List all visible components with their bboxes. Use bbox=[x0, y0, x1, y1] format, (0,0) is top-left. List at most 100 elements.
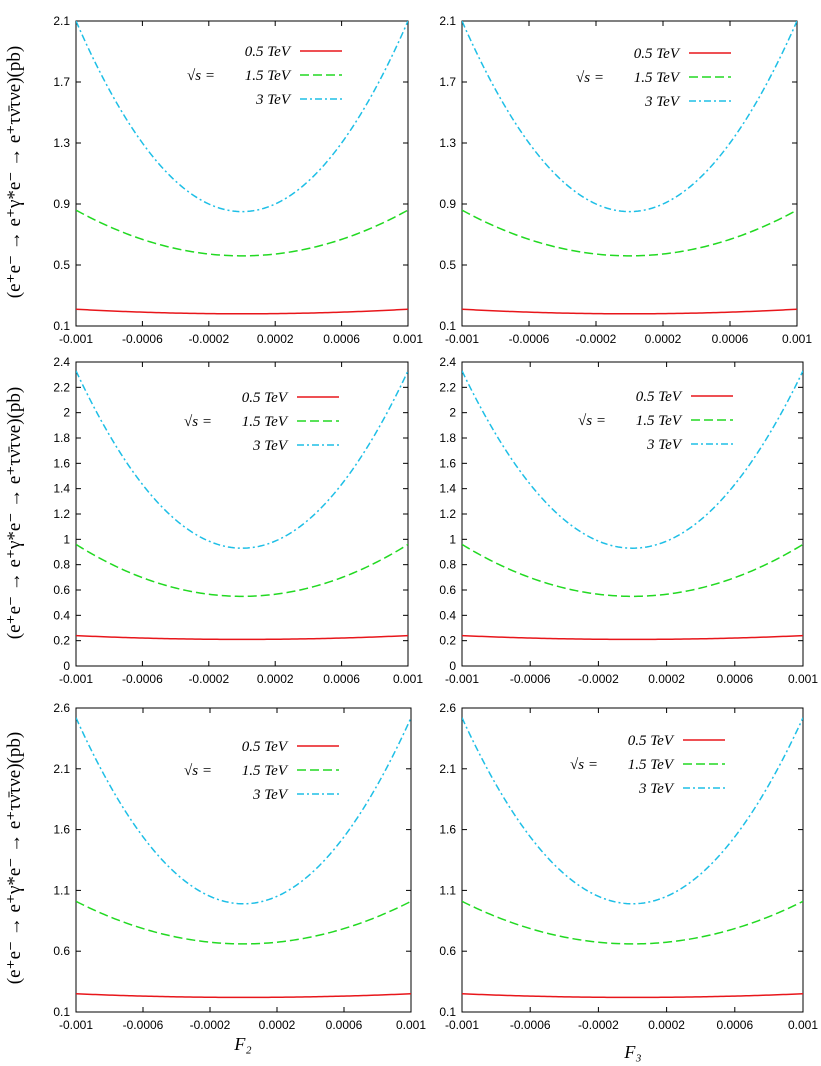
x-tick-label: -0.0006 bbox=[123, 1018, 164, 1032]
y-tick-label: 0.2 bbox=[53, 634, 70, 648]
y-axis-label-row2: (e⁺e⁻ → e⁺γ*e⁻ → e⁺τν̄τνe)(pb) bbox=[4, 387, 25, 639]
y-tick-label: 1.6 bbox=[439, 823, 456, 837]
y-tick-label: 2.1 bbox=[53, 14, 70, 28]
legend-label: 0.5 TeV bbox=[242, 390, 289, 406]
x-tick-label: -0.001 bbox=[445, 672, 479, 686]
y-tick-label: 2.1 bbox=[439, 14, 456, 28]
series-line-0-5-tev bbox=[462, 634, 803, 641]
x-tick-label: 0.001 bbox=[782, 332, 812, 346]
panel-row3-right: -0.001 -0.0006 -0.0002 0.0002 0.0006 0.001 0.1… bbox=[439, 701, 818, 1032]
x-axis-label-f2: F₂ bbox=[233, 1034, 251, 1054]
legend-label: 3 TeV bbox=[255, 92, 292, 108]
y-tick-label: 0.1 bbox=[439, 1005, 456, 1019]
y-tick-label: 0.1 bbox=[439, 319, 456, 333]
y-tick-label: 0.1 bbox=[53, 319, 70, 333]
x-tick-label: -0.0002 bbox=[190, 1018, 231, 1032]
y-tick-label: 0.8 bbox=[53, 558, 70, 572]
series-line-3-tev bbox=[462, 717, 803, 905]
x-tick-label: 0.0002 bbox=[257, 332, 294, 346]
x-tick-label: 0.0002 bbox=[648, 1018, 685, 1032]
y-tick-label: 1.2 bbox=[439, 507, 456, 521]
y-axis-label-row3: (e⁺e⁻ → e⁺γ*e⁻ → e⁺τν̄τνe)(pb) bbox=[4, 732, 25, 984]
x-tick-label: 0.0002 bbox=[645, 332, 682, 346]
series-line-3-tev bbox=[76, 370, 408, 549]
legend-label: 3 TeV bbox=[646, 437, 683, 453]
y-tick-label: 2.6 bbox=[53, 701, 70, 715]
x-tick-label: 0.0006 bbox=[716, 1018, 753, 1032]
x-tick-label: -0.0006 bbox=[509, 332, 550, 346]
y-tick-label: 1.7 bbox=[53, 75, 70, 89]
y-tick-label: 1.6 bbox=[439, 456, 456, 470]
legend-label: 1.5 TeV bbox=[245, 68, 292, 84]
x-tick-label: -0.0006 bbox=[510, 1018, 551, 1032]
x-tick-label: -0.001 bbox=[59, 672, 93, 686]
legend-label: 3 TeV bbox=[638, 781, 675, 797]
legend: 0.5 TeV 1.5 TeV 3 TeV √s = bbox=[576, 46, 731, 110]
y-tick-label: 0.2 bbox=[439, 634, 456, 648]
x-tick-label: -0.0006 bbox=[122, 332, 163, 346]
y-tick-label: 0.8 bbox=[439, 558, 456, 572]
y-tick-label: 2.1 bbox=[439, 762, 456, 776]
x-tick-label: 0.001 bbox=[788, 1018, 818, 1032]
y-tick-label: 2.6 bbox=[439, 701, 456, 715]
legend-label: 0.5 TeV bbox=[636, 389, 683, 405]
series-line-1-5-tev bbox=[76, 209, 408, 257]
panel-row2-right: -0.001 -0.0006 -0.0002 0.0002 0.0006 0.001 0 0.… bbox=[439, 355, 818, 686]
legend-label: 3 TeV bbox=[644, 94, 681, 110]
x-tick-label: -0.0002 bbox=[188, 332, 229, 346]
y-tick-label: 0.6 bbox=[53, 944, 70, 958]
legend-label: 3 TeV bbox=[252, 787, 289, 803]
series-line-3-tev bbox=[462, 21, 797, 213]
x-tick-label: -0.001 bbox=[445, 1018, 479, 1032]
x-tick-label: 0.001 bbox=[393, 672, 423, 686]
y-tick-label: 0.9 bbox=[439, 197, 456, 211]
x-tick-label: -0.0006 bbox=[510, 672, 551, 686]
y-tick-label: 1.4 bbox=[53, 482, 70, 496]
panel-row1-left: -0.001 -0.0006 -0.0002 0.0002 0.0006 0.001 0.1… bbox=[53, 14, 423, 346]
legend-label: 1.5 TeV bbox=[242, 414, 289, 430]
x-tick-label: 0.0006 bbox=[323, 672, 360, 686]
series-line-0-5-tev bbox=[76, 993, 411, 999]
y-tick-label: 1.2 bbox=[53, 507, 70, 521]
y-tick-label: 2.2 bbox=[53, 380, 70, 394]
y-tick-label: 0 bbox=[449, 659, 456, 673]
y-tick-label: 1.7 bbox=[439, 75, 456, 89]
y-tick-label: 0.5 bbox=[53, 258, 70, 272]
series-line-0-5-tev bbox=[462, 993, 803, 999]
panel-row3-left: -0.001 -0.0006 -0.0002 0.0002 0.0006 0.001 0.1… bbox=[53, 701, 426, 1032]
y-tick-label: 0.6 bbox=[53, 583, 70, 597]
x-tick-label: 0.0002 bbox=[257, 672, 294, 686]
x-tick-label: 0.001 bbox=[788, 672, 818, 686]
y-tick-label: 0 bbox=[63, 659, 70, 673]
y-tick-label: 1.4 bbox=[439, 482, 456, 496]
y-tick-label: 2 bbox=[63, 406, 70, 420]
y-tick-label: 0.6 bbox=[439, 944, 456, 958]
legend-label: 0.5 TeV bbox=[242, 739, 289, 755]
x-tick-label: 0.0006 bbox=[716, 672, 753, 686]
y-tick-label: 1 bbox=[449, 532, 456, 546]
y-tick-label: 1 bbox=[63, 532, 70, 546]
series-line-0-5-tev bbox=[76, 634, 408, 641]
x-tick-label: -0.0002 bbox=[578, 672, 619, 686]
x-tick-label: 0.0002 bbox=[648, 672, 685, 686]
legend-label: 0.5 TeV bbox=[245, 44, 292, 60]
y-tick-label: 1.6 bbox=[53, 456, 70, 470]
plot-frame bbox=[461, 707, 804, 1013]
legend-sqrt-s-label: √s = bbox=[578, 413, 606, 429]
series-line-1-5-tev bbox=[462, 209, 797, 257]
legend-label: 1.5 TeV bbox=[242, 763, 289, 779]
y-tick-label: 0.9 bbox=[53, 197, 70, 211]
legend-sqrt-s-label: √s = bbox=[576, 70, 604, 86]
x-tick-label: 0.001 bbox=[396, 1018, 426, 1032]
series-line-3-tev bbox=[76, 717, 411, 905]
y-tick-label: 1.1 bbox=[53, 883, 70, 897]
x-tick-label: -0.001 bbox=[445, 332, 479, 346]
legend-label: 0.5 TeV bbox=[628, 733, 675, 749]
plot-frame bbox=[461, 20, 798, 327]
y-tick-label: 2.4 bbox=[439, 355, 456, 369]
y-tick-label: 0.4 bbox=[53, 608, 70, 622]
y-tick-label: 0.6 bbox=[439, 583, 456, 597]
y-tick-label: 1.1 bbox=[439, 883, 456, 897]
x-tick-label: -0.001 bbox=[59, 332, 93, 346]
y-tick-label: 1.6 bbox=[53, 823, 70, 837]
